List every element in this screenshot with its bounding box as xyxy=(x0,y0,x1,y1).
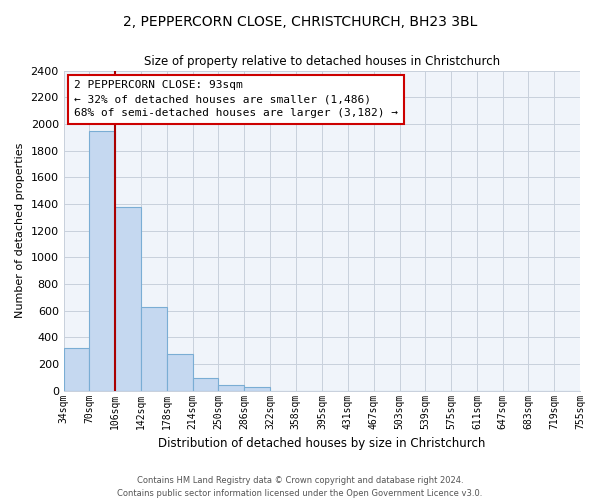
Bar xyxy=(167,354,193,391)
Bar xyxy=(64,348,89,391)
Bar xyxy=(115,206,141,390)
Bar xyxy=(89,130,115,390)
X-axis label: Distribution of detached houses by size in Christchurch: Distribution of detached houses by size … xyxy=(158,437,485,450)
Y-axis label: Number of detached properties: Number of detached properties xyxy=(15,143,25,318)
Title: Size of property relative to detached houses in Christchurch: Size of property relative to detached ho… xyxy=(144,55,500,68)
Text: 2, PEPPERCORN CLOSE, CHRISTCHURCH, BH23 3BL: 2, PEPPERCORN CLOSE, CHRISTCHURCH, BH23 … xyxy=(123,15,477,29)
Text: Contains HM Land Registry data © Crown copyright and database right 2024.
Contai: Contains HM Land Registry data © Crown c… xyxy=(118,476,482,498)
Text: 2 PEPPERCORN CLOSE: 93sqm
← 32% of detached houses are smaller (1,486)
68% of se: 2 PEPPERCORN CLOSE: 93sqm ← 32% of detac… xyxy=(74,80,398,118)
Bar xyxy=(244,388,270,390)
Bar xyxy=(141,306,167,390)
Bar xyxy=(218,384,244,390)
Bar xyxy=(193,378,218,390)
